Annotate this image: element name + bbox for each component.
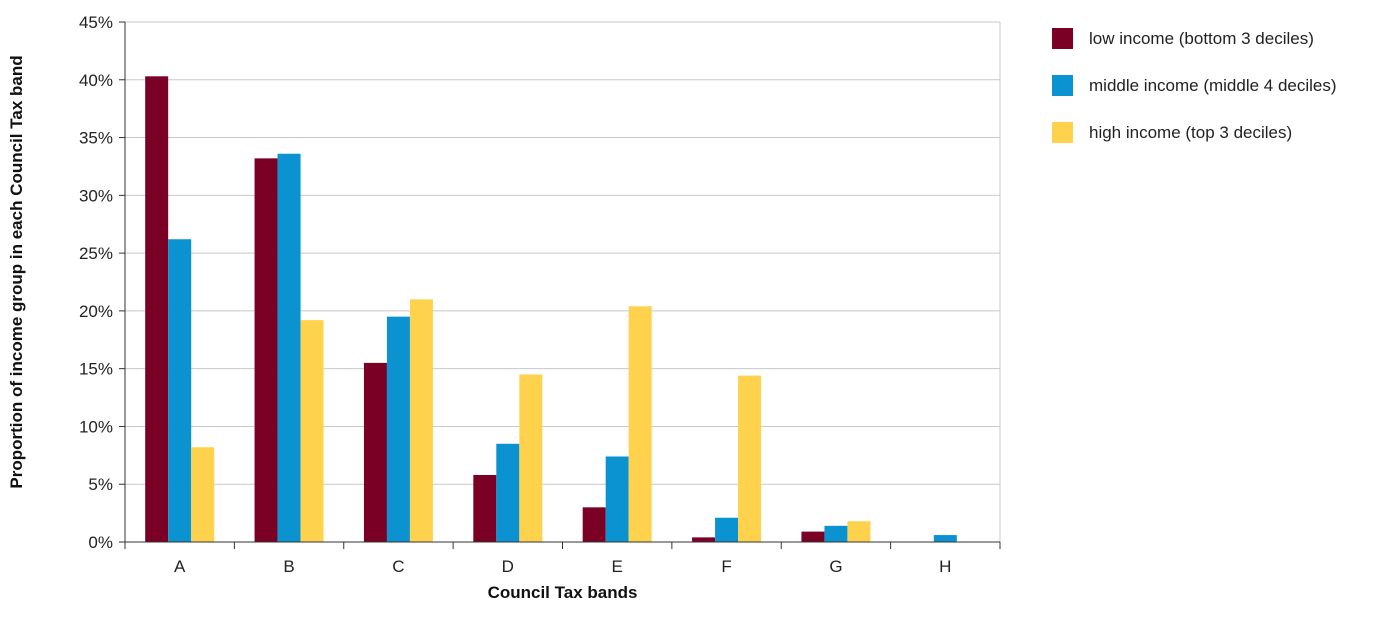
y-tick-label: 45%: [79, 13, 113, 32]
bar: [738, 375, 762, 542]
bar: [386, 316, 410, 542]
bar: [519, 374, 543, 542]
bars: [145, 76, 957, 543]
bar: [628, 306, 652, 542]
x-tick-label: A: [174, 557, 186, 576]
y-tick-label: 25%: [79, 244, 113, 263]
y-axis-ticks: 0% 5% 10% 15% 20% 25% 30% 35% 40% 45%: [79, 13, 125, 552]
bar: [300, 320, 324, 542]
bar: [824, 525, 848, 542]
y-axis-title: Proportion of income group in each Counc…: [7, 55, 26, 488]
legend-label: middle income (middle 4 deciles): [1089, 76, 1337, 95]
bar: [254, 158, 278, 542]
bar: [692, 537, 716, 542]
legend: low income (bottom 3 deciles) middle inco…: [1052, 28, 1337, 143]
bar: [409, 299, 433, 542]
y-tick-label: 0%: [88, 533, 113, 552]
legend-swatch: [1052, 28, 1073, 49]
bar: [933, 535, 957, 542]
bar: [582, 507, 606, 542]
x-tick-label: G: [829, 557, 842, 576]
legend-label: high income (top 3 deciles): [1089, 123, 1292, 142]
bar: [605, 456, 629, 542]
bar: [145, 76, 169, 543]
y-tick-label: 40%: [79, 71, 113, 90]
bar: [473, 474, 497, 542]
x-tick-label: F: [721, 557, 731, 576]
bar: [847, 521, 871, 542]
x-tick-label: B: [283, 557, 294, 576]
bar: [715, 517, 739, 542]
bar: [363, 362, 387, 542]
y-tick-label: 20%: [79, 302, 113, 321]
bar: [801, 531, 825, 542]
y-tick-label: 5%: [88, 475, 113, 494]
y-tick-label: 30%: [79, 186, 113, 205]
x-tick-label: C: [392, 557, 404, 576]
legend-swatch: [1052, 75, 1073, 96]
bar: [496, 443, 520, 542]
legend-label: low income (bottom 3 deciles): [1089, 29, 1314, 48]
legend-swatch: [1052, 122, 1073, 143]
x-tick-label: D: [502, 557, 514, 576]
bar: [191, 447, 215, 542]
y-tick-label: 10%: [79, 417, 113, 436]
x-axis-ticks: A B C D E F G H: [124, 542, 1001, 576]
x-axis-title: Council Tax bands: [488, 583, 638, 602]
x-tick-label: E: [612, 557, 623, 576]
y-tick-label: 35%: [79, 129, 113, 148]
y-tick-label: 15%: [79, 360, 113, 379]
x-tick-label: H: [939, 557, 951, 576]
bar: [277, 153, 301, 542]
bar: [168, 239, 192, 542]
